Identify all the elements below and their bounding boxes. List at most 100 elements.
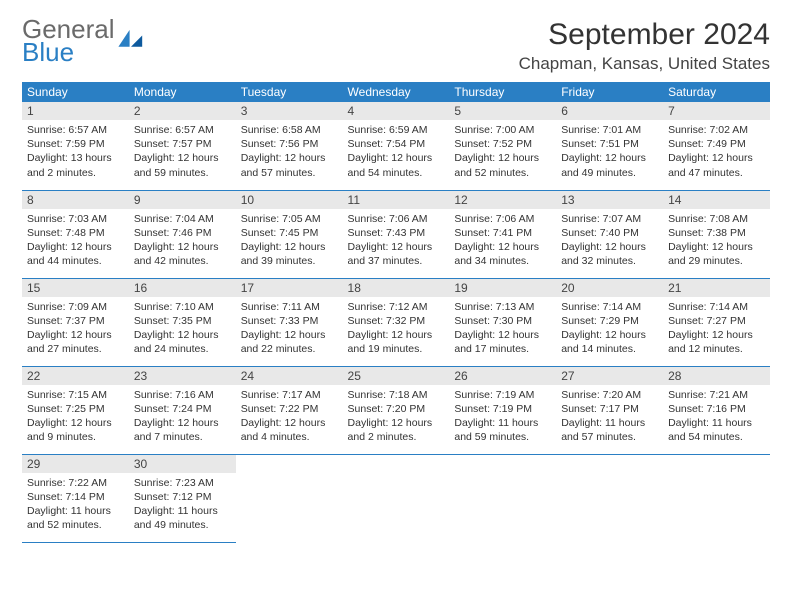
day-details: Sunrise: 7:11 AMSunset: 7:33 PMDaylight:… — [236, 297, 343, 362]
sunrise-line: Sunrise: 7:00 AM — [454, 123, 551, 137]
day-details: Sunrise: 7:06 AMSunset: 7:43 PMDaylight:… — [343, 209, 450, 274]
weekday-header: Sunday — [22, 82, 129, 102]
day-number: 5 — [449, 102, 556, 120]
day-number: 17 — [236, 279, 343, 297]
day-details: Sunrise: 6:57 AMSunset: 7:59 PMDaylight:… — [22, 120, 129, 185]
month-title: September 2024 — [519, 18, 770, 52]
sunrise-line: Sunrise: 7:19 AM — [454, 388, 551, 402]
sunset-line: Sunset: 7:48 PM — [27, 226, 124, 240]
daylight-line: Daylight: 12 hours and 34 minutes. — [454, 240, 551, 268]
sunset-line: Sunset: 7:54 PM — [348, 137, 445, 151]
day-details: Sunrise: 7:04 AMSunset: 7:46 PMDaylight:… — [129, 209, 236, 274]
calendar-cell — [449, 454, 556, 542]
weekday-header: Monday — [129, 82, 236, 102]
calendar-cell: 21Sunrise: 7:14 AMSunset: 7:27 PMDayligh… — [663, 278, 770, 366]
header: General Blue September 2024 Chapman, Kan… — [22, 18, 770, 74]
calendar-cell: 2Sunrise: 6:57 AMSunset: 7:57 PMDaylight… — [129, 102, 236, 190]
sunrise-line: Sunrise: 6:57 AM — [27, 123, 124, 137]
sunrise-line: Sunrise: 7:21 AM — [668, 388, 765, 402]
sunset-line: Sunset: 7:27 PM — [668, 314, 765, 328]
calendar-cell: 1Sunrise: 6:57 AMSunset: 7:59 PMDaylight… — [22, 102, 129, 190]
day-details: Sunrise: 7:03 AMSunset: 7:48 PMDaylight:… — [22, 209, 129, 274]
sunset-line: Sunset: 7:41 PM — [454, 226, 551, 240]
day-number: 12 — [449, 191, 556, 209]
calendar-cell: 28 Sunrise: 7:21 AMSunset: 7:16 PMDayligh… — [663, 366, 770, 454]
sunset-line: Sunset: 7:51 PM — [561, 137, 658, 151]
calendar-cell — [343, 454, 450, 542]
weekday-header: Thursday — [449, 82, 556, 102]
calendar-cell: 5Sunrise: 7:00 AMSunset: 7:52 PMDaylight… — [449, 102, 556, 190]
sunrise-line: Sunrise: 7:22 AM — [27, 476, 124, 490]
day-number: 13 — [556, 191, 663, 209]
daylight-line: Daylight: 12 hours and 19 minutes. — [348, 328, 445, 356]
daylight-line: Daylight: 12 hours and 9 minutes. — [27, 416, 124, 444]
day-details: Sunrise: 7:17 AMSunset: 7:22 PMDaylight:… — [236, 385, 343, 450]
daylight-line: Daylight: 12 hours and 12 minutes. — [668, 328, 765, 356]
day-details: Sunrise: 7:06 AMSunset: 7:41 PMDaylight:… — [449, 209, 556, 274]
daylight-line: Daylight: 11 hours and 54 minutes. — [668, 416, 765, 444]
day-number: 22 — [22, 367, 129, 385]
calendar-cell: 20Sunrise: 7:14 AMSunset: 7:29 PMDayligh… — [556, 278, 663, 366]
sunrise-line: Sunrise: 7:10 AM — [134, 300, 231, 314]
sunrise-line: Sunrise: 7:02 AM — [668, 123, 765, 137]
day-number: 16 — [129, 279, 236, 297]
calendar-cell: 6Sunrise: 7:01 AMSunset: 7:51 PMDaylight… — [556, 102, 663, 190]
calendar-row: 22Sunrise: 7:15 AMSunset: 7:25 PMDayligh… — [22, 366, 770, 454]
sunrise-line: Sunrise: 7:03 AM — [27, 212, 124, 226]
weekday-header: Tuesday — [236, 82, 343, 102]
sunrise-line: Sunrise: 7:18 AM — [348, 388, 445, 402]
day-number: 21 — [663, 279, 770, 297]
calendar-cell: 26Sunrise: 7:19 AMSunset: 7:19 PMDayligh… — [449, 366, 556, 454]
sunset-line: Sunset: 7:19 PM — [454, 402, 551, 416]
day-number: 15 — [22, 279, 129, 297]
calendar-cell: 19Sunrise: 7:13 AMSunset: 7:30 PMDayligh… — [449, 278, 556, 366]
day-number: 20 — [556, 279, 663, 297]
daylight-line: Daylight: 12 hours and 14 minutes. — [561, 328, 658, 356]
sunset-line: Sunset: 7:45 PM — [241, 226, 338, 240]
sunset-line: Sunset: 7:57 PM — [134, 137, 231, 151]
daylight-line: Daylight: 12 hours and 59 minutes. — [134, 151, 231, 179]
sunset-line: Sunset: 7:14 PM — [27, 490, 124, 504]
daylight-line: Daylight: 12 hours and 57 minutes. — [241, 151, 338, 179]
sunrise-line: Sunrise: 7:12 AM — [348, 300, 445, 314]
sunset-line: Sunset: 7:33 PM — [241, 314, 338, 328]
sunset-line: Sunset: 7:49 PM — [668, 137, 765, 151]
daylight-line: Daylight: 12 hours and 29 minutes. — [668, 240, 765, 268]
day-number: 18 — [343, 279, 450, 297]
calendar-cell: 29Sunrise: 7:22 AMSunset: 7:14 PMDayligh… — [22, 454, 129, 542]
day-details: Sunrise: 7:01 AMSunset: 7:51 PMDaylight:… — [556, 120, 663, 185]
day-details: Sunrise: 7:12 AMSunset: 7:32 PMDaylight:… — [343, 297, 450, 362]
daylight-line: Daylight: 12 hours and 27 minutes. — [27, 328, 124, 356]
weekday-header: Friday — [556, 82, 663, 102]
sunset-line: Sunset: 7:17 PM — [561, 402, 658, 416]
day-details: Sunrise: 6:58 AMSunset: 7:56 PMDaylight:… — [236, 120, 343, 185]
weekday-header-row: SundayMondayTuesdayWednesdayThursdayFrid… — [22, 82, 770, 102]
day-details: Sunrise: 6:57 AMSunset: 7:57 PMDaylight:… — [129, 120, 236, 185]
daylight-line: Daylight: 11 hours and 49 minutes. — [134, 504, 231, 532]
day-number: 28 — [663, 367, 770, 385]
day-number: 8 — [22, 191, 129, 209]
day-details: Sunrise: 7:18 AMSunset: 7:20 PMDaylight:… — [343, 385, 450, 450]
daylight-line: Daylight: 12 hours and 22 minutes. — [241, 328, 338, 356]
day-number: 3 — [236, 102, 343, 120]
daylight-line: Daylight: 13 hours and 2 minutes. — [27, 151, 124, 179]
sunset-line: Sunset: 7:52 PM — [454, 137, 551, 151]
calendar-cell: 14Sunrise: 7:08 AMSunset: 7:38 PMDayligh… — [663, 190, 770, 278]
daylight-line: Daylight: 11 hours and 52 minutes. — [27, 504, 124, 532]
sunrise-line: Sunrise: 7:14 AM — [561, 300, 658, 314]
sail-icon — [117, 28, 145, 54]
sunset-line: Sunset: 7:43 PM — [348, 226, 445, 240]
calendar-cell: 3Sunrise: 6:58 AMSunset: 7:56 PMDaylight… — [236, 102, 343, 190]
calendar-row: 8Sunrise: 7:03 AMSunset: 7:48 PMDaylight… — [22, 190, 770, 278]
sunset-line: Sunset: 7:24 PM — [134, 402, 231, 416]
calendar-cell: 17Sunrise: 7:11 AMSunset: 7:33 PMDayligh… — [236, 278, 343, 366]
daylight-line: Daylight: 12 hours and 7 minutes. — [134, 416, 231, 444]
sunrise-line: Sunrise: 7:11 AM — [241, 300, 338, 314]
calendar-cell: 11Sunrise: 7:06 AMSunset: 7:43 PMDayligh… — [343, 190, 450, 278]
day-details: Sunrise: 7:20 AMSunset: 7:17 PMDaylight:… — [556, 385, 663, 450]
sunset-line: Sunset: 7:20 PM — [348, 402, 445, 416]
sunrise-line: Sunrise: 6:59 AM — [348, 123, 445, 137]
sunset-line: Sunset: 7:16 PM — [668, 402, 765, 416]
daylight-line: Daylight: 12 hours and 42 minutes. — [134, 240, 231, 268]
calendar-cell: 27Sunrise: 7:20 AMSunset: 7:17 PMDayligh… — [556, 366, 663, 454]
